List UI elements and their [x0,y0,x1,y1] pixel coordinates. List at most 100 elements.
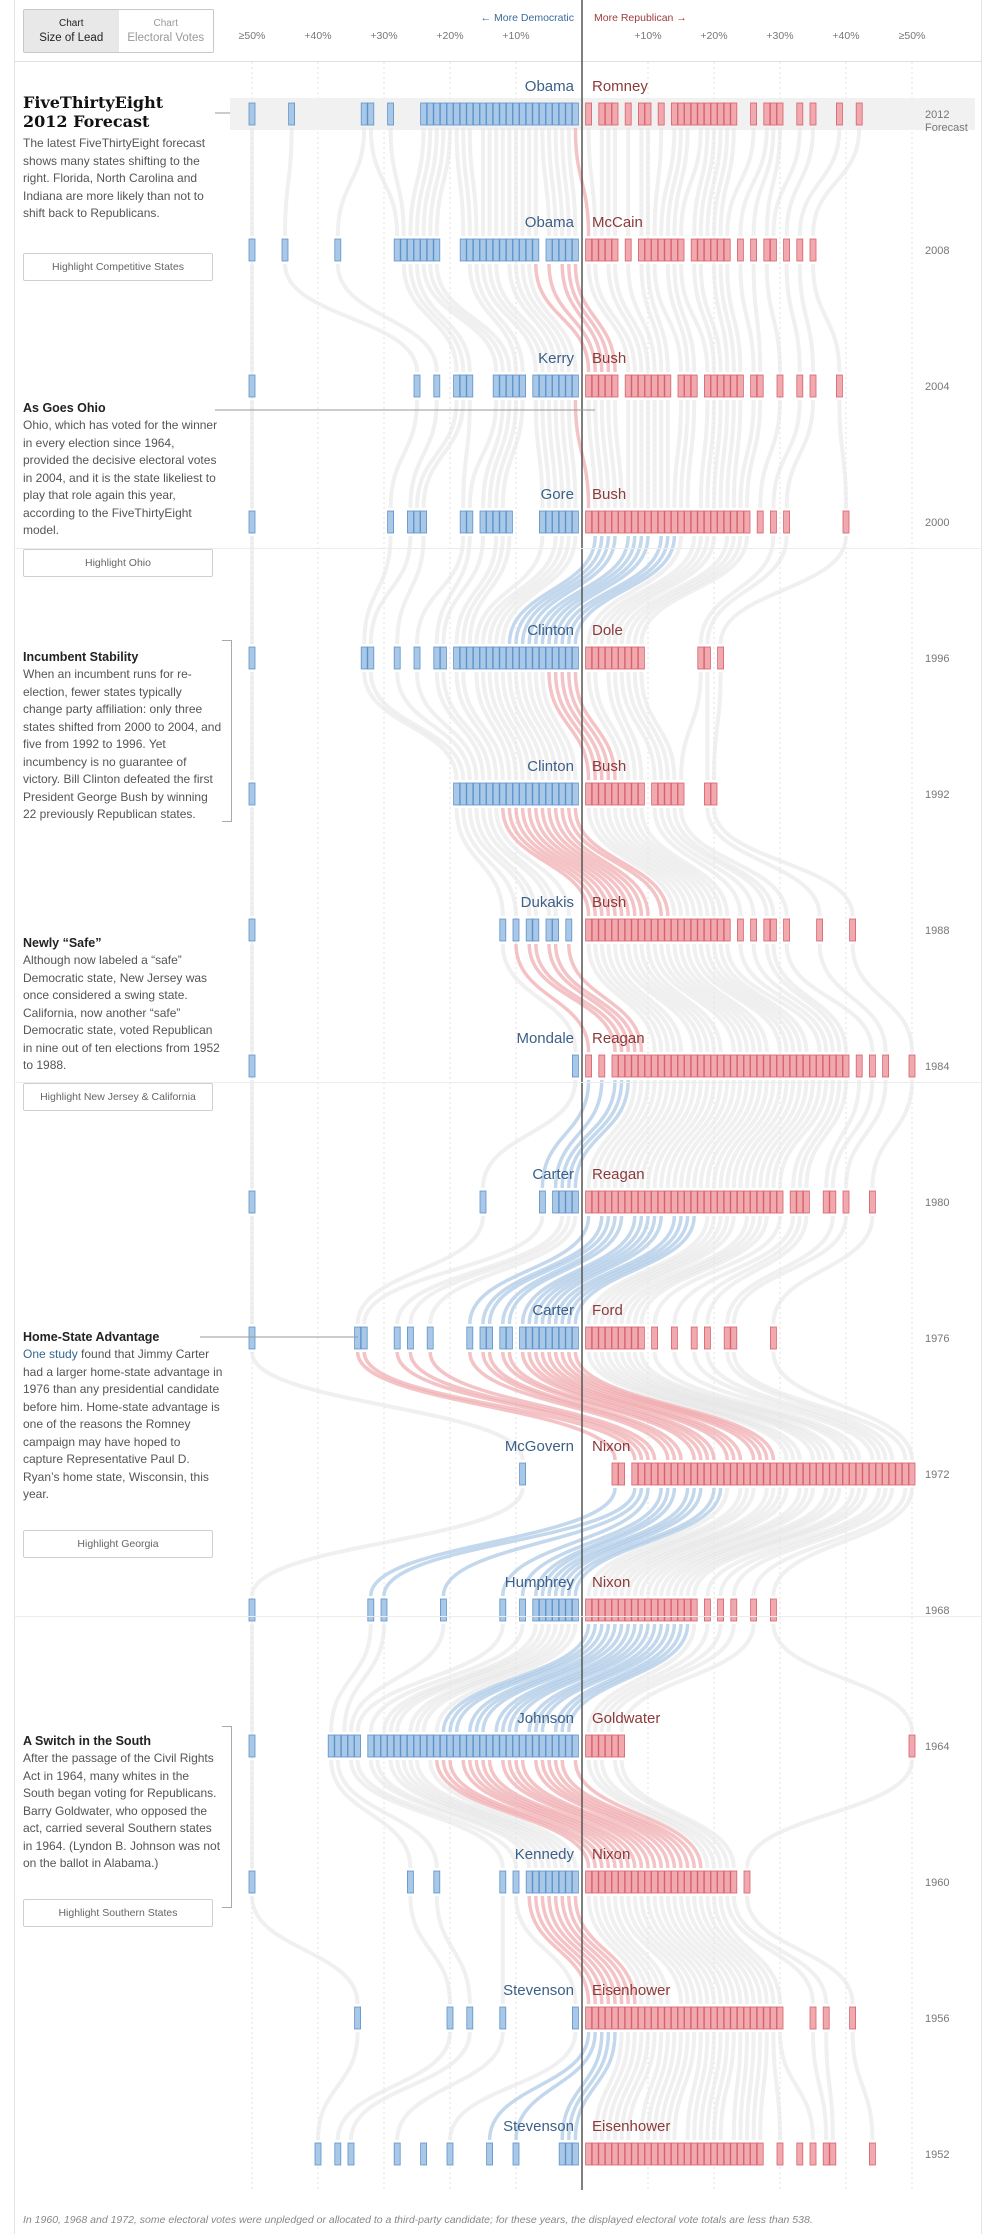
year-row-1976: Carter Ford 1976 [248,1302,949,1350]
flow-curve [520,1351,710,1461]
flow-curve [553,535,650,645]
state-mark-republican [605,918,612,942]
state-mark-republican [743,1870,751,1894]
state-mark-republican [638,1190,645,1214]
flow-curve [434,127,452,237]
state-mark-republican [730,1870,738,1894]
flow-curve [751,127,776,237]
flow-curve [335,1759,439,1869]
flow-curve [467,263,518,373]
flow-curve [593,807,683,917]
state-mark-republican [605,1326,612,1350]
state-mark-republican [750,2006,757,2030]
flow-curve [837,399,848,509]
flow-curve [619,807,710,917]
flow-curve [665,1079,716,1189]
year-label: 1976 [925,1333,949,1345]
state-mark-republican [591,1734,599,1758]
state-mark-republican [598,510,606,534]
flow-curve [467,807,532,917]
flow-curve [698,399,710,509]
south-heading: A Switch in the South [23,1734,152,1748]
flow-curve [586,943,657,1053]
flow-curve [672,1351,875,1461]
state-mark-democrat [492,374,500,398]
state-mark-republican [611,102,619,126]
state-mark-republican [756,1462,764,1486]
state-mark-democrat [539,1326,546,1350]
state-mark-republican [585,1190,592,1214]
flow-curve [434,671,485,781]
flow-curve [593,535,697,645]
state-mark-republican [849,1462,856,1486]
state-mark-republican [624,1326,632,1350]
flow-curve [487,263,545,373]
flow-curve [573,1079,630,1189]
flow-curve [547,1215,663,1325]
flow-curve [573,535,677,645]
state-mark-republican [783,1054,790,1078]
flow-curve [738,2031,749,2141]
state-mark-republican [651,1462,658,1486]
state-mark-republican [902,1462,909,1486]
state-mark-democrat [413,1734,421,1758]
state-mark-democrat [479,1326,487,1350]
flow-curve [553,399,565,509]
south-bracket [222,1726,232,1908]
flow-curve [573,671,617,781]
highlight-ohio-button[interactable]: Highlight Ohio [23,549,213,577]
state-mark-republican [770,2006,777,2030]
state-mark-republican [598,2142,606,2166]
flow-curve [692,263,716,373]
state-mark-republican [605,2142,612,2166]
flow-curve [639,671,677,781]
flow-curve [731,1079,782,1189]
size-of-lead-button[interactable]: Chart Size of Lead [24,10,119,52]
flow-curve [514,807,604,917]
highlight-southern-states-button[interactable]: Highlight Southern States [23,1899,213,1927]
flow-curve [567,535,670,645]
flow-curve [599,1351,802,1461]
highlight-georgia-button[interactable]: Highlight Georgia [23,1530,213,1558]
state-mark-republican [651,1190,658,1214]
state-mark-democrat [545,102,553,126]
flow-curve [441,1759,597,1869]
state-mark-democrat [479,510,487,534]
flow-curve [692,2031,710,2141]
state-mark-republican [756,2142,764,2166]
state-mark-democrat [479,1190,487,1214]
highlight-competitive-states-button[interactable]: Highlight Competitive States [23,253,213,281]
flow-curve [553,671,597,781]
state-mark-republican [704,1462,711,1486]
state-mark-democrat [413,238,421,262]
state-mark-democrat [459,646,467,670]
year-row-1972: McGovern Nixon 1972 [505,1438,949,1486]
state-mark-republican [763,102,771,126]
state-mark-democrat [572,510,579,534]
flow-curve [712,943,802,1053]
state-mark-republican [684,2142,691,2166]
x-tick-label: +20% [436,30,464,42]
state-mark-republican [730,102,738,126]
state-mark-democrat [420,510,428,534]
state-mark-republican [717,374,724,398]
state-mark-democrat [552,646,559,670]
state-mark-democrat [558,238,566,262]
highlight-nj-ca-button[interactable]: Highlight New Jersey & California [23,1083,213,1111]
flow-curve [725,943,822,1053]
flow-curve [283,263,419,373]
flow-curve [408,127,426,237]
electoral-votes-button[interactable]: Chart Electoral Votes [118,10,213,52]
flow-curve [738,127,769,237]
state-mark-republican [690,918,698,942]
democratic-candidate-label: Stevenson [503,1982,574,1999]
state-mark-republican [776,1462,784,1486]
state-mark-republican [631,374,639,398]
one-study-link[interactable]: One study [23,1347,78,1361]
flow-curve [718,263,736,373]
state-mark-republican [770,1054,777,1078]
state-mark-republican [631,918,639,942]
flow-curve [606,1895,664,2005]
state-mark-democrat [248,238,256,262]
flow-curve [395,1623,551,1733]
